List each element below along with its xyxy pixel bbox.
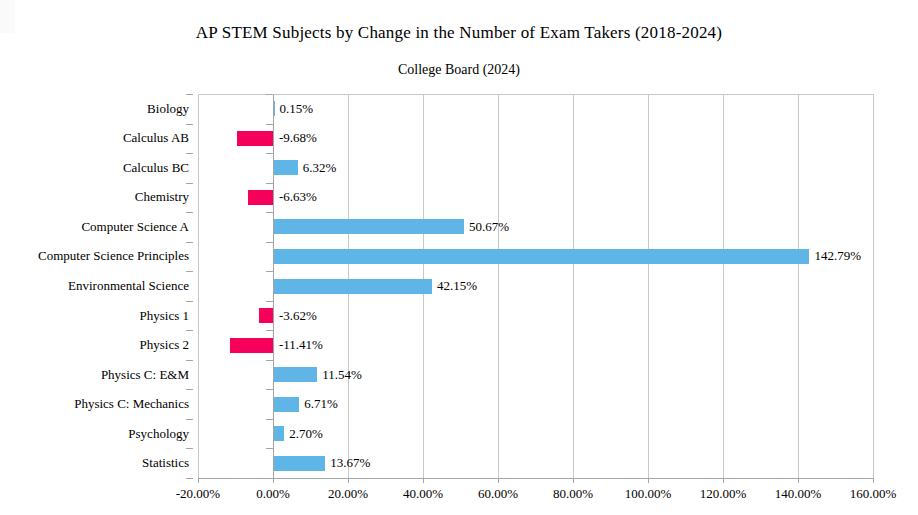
zero-axis-tick bbox=[266, 478, 273, 479]
category-tick bbox=[186, 419, 193, 420]
zero-axis-tick bbox=[266, 301, 273, 302]
bar-value-label: -3.62% bbox=[279, 308, 317, 324]
category-label: Calculus BC bbox=[0, 160, 189, 176]
category-label: Calculus AB bbox=[0, 130, 189, 146]
gridline bbox=[198, 94, 199, 478]
category-label: Computer Science Principles bbox=[0, 248, 189, 264]
category-tick bbox=[186, 124, 193, 125]
category-label: Environmental Science bbox=[0, 278, 189, 294]
bar-value-label: -11.41% bbox=[279, 337, 323, 353]
bar-value-label: 2.70% bbox=[289, 426, 323, 442]
category-label: Psychology bbox=[0, 426, 189, 442]
bar bbox=[274, 279, 432, 294]
bar bbox=[274, 160, 298, 175]
category-label: Statistics bbox=[0, 455, 189, 471]
bar bbox=[274, 249, 809, 264]
zero-axis-tick bbox=[266, 419, 273, 420]
bar bbox=[274, 397, 299, 412]
category-tick bbox=[186, 153, 193, 154]
zero-axis-tick bbox=[266, 183, 273, 184]
bar bbox=[237, 131, 273, 146]
bar-value-label: 0.15% bbox=[280, 101, 314, 117]
category-label: Physics 1 bbox=[0, 308, 189, 324]
bar-value-label: 42.15% bbox=[437, 278, 477, 294]
bar-value-label: 142.79% bbox=[814, 248, 861, 264]
bar-value-label: 50.67% bbox=[469, 219, 509, 235]
zero-axis-tick bbox=[266, 360, 273, 361]
bar bbox=[274, 101, 275, 116]
bar-value-label: 6.71% bbox=[304, 396, 338, 412]
gridline bbox=[873, 94, 874, 478]
category-tick bbox=[186, 448, 193, 449]
bar bbox=[274, 456, 325, 471]
category-tick bbox=[186, 242, 193, 243]
x-tick-label: 160.00% bbox=[828, 486, 918, 502]
gridline bbox=[648, 94, 649, 478]
zero-axis-tick bbox=[266, 242, 273, 243]
chart-title: AP STEM Subjects by Change in the Number… bbox=[0, 23, 918, 43]
category-label: Physics C: Mechanics bbox=[0, 396, 189, 412]
gridline bbox=[798, 94, 799, 478]
bar-value-label: 11.54% bbox=[322, 367, 362, 383]
category-tick bbox=[186, 271, 193, 272]
gridline bbox=[723, 94, 724, 478]
zero-axis-tick bbox=[266, 330, 273, 331]
bar-chart: AP STEM Subjects by Change in the Number… bbox=[0, 0, 918, 515]
bar-value-label: 13.67% bbox=[330, 455, 370, 471]
gridline bbox=[573, 94, 574, 478]
zero-axis-tick bbox=[266, 124, 273, 125]
chart-subtitle: College Board (2024) bbox=[0, 62, 918, 78]
bar bbox=[259, 308, 273, 323]
bar bbox=[248, 190, 273, 205]
bar-value-label: -9.68% bbox=[279, 130, 317, 146]
category-tick bbox=[186, 183, 193, 184]
x-axis-line bbox=[198, 478, 874, 479]
category-label: Biology bbox=[0, 101, 189, 117]
category-tick bbox=[186, 94, 193, 95]
zero-axis-tick bbox=[266, 271, 273, 272]
bar bbox=[230, 338, 273, 353]
zero-axis-tick bbox=[266, 448, 273, 449]
category-tick bbox=[186, 212, 193, 213]
zero-axis-tick bbox=[266, 389, 273, 390]
zero-axis-tick bbox=[266, 153, 273, 154]
category-label: Computer Science A bbox=[0, 219, 189, 235]
category-label: Physics C: E&M bbox=[0, 367, 189, 383]
category-tick bbox=[186, 360, 193, 361]
zero-axis-tick bbox=[266, 212, 273, 213]
category-label: Physics 2 bbox=[0, 337, 189, 353]
bar bbox=[274, 426, 284, 441]
gridline bbox=[498, 94, 499, 478]
bar-value-label: 6.32% bbox=[303, 160, 337, 176]
bar bbox=[274, 219, 464, 234]
category-tick bbox=[186, 478, 193, 479]
category-tick bbox=[186, 301, 193, 302]
category-label: Chemistry bbox=[0, 189, 189, 205]
bar-value-label: -6.63% bbox=[279, 189, 317, 205]
category-tick bbox=[186, 389, 193, 390]
zero-axis-tick bbox=[266, 94, 273, 95]
bar bbox=[274, 367, 317, 382]
plot-top-border bbox=[198, 94, 874, 95]
category-tick bbox=[186, 330, 193, 331]
